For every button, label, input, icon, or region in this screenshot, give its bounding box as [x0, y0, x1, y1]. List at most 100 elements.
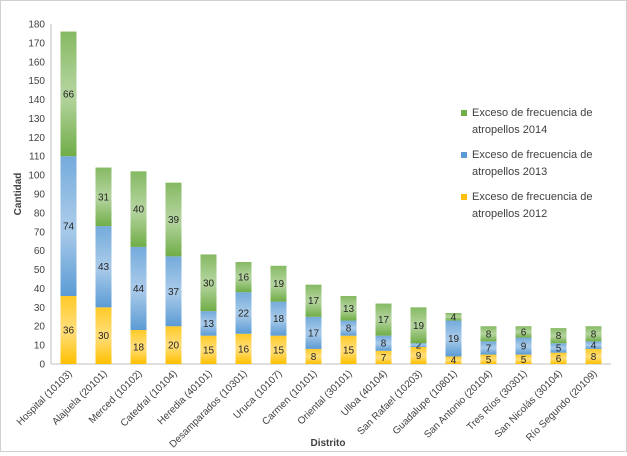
y-tick-label: 40	[34, 284, 46, 295]
data-label: 18	[273, 314, 285, 325]
data-label: 39	[168, 215, 180, 226]
data-label: 43	[98, 262, 110, 273]
data-label: 20	[168, 341, 180, 352]
data-label: 17	[378, 315, 390, 326]
data-label: 19	[273, 279, 285, 290]
bar-segment	[95, 167, 112, 227]
x-tick-label: San Nicolás (30104)	[493, 368, 565, 440]
y-tick-label: 20	[34, 322, 46, 333]
y-tick-label: 30	[34, 303, 46, 314]
data-label: 9	[416, 351, 422, 362]
data-label: 8	[311, 352, 317, 363]
data-label: 16	[238, 273, 250, 284]
y-axis-title: Cantidad	[13, 173, 24, 216]
bar-segment	[340, 296, 357, 321]
data-label: 17	[308, 328, 320, 339]
y-tick-label: 150	[28, 76, 45, 87]
x-tick-label: Guadalupe (10801)	[391, 368, 460, 437]
bar-segment	[445, 313, 462, 321]
data-label: 15	[343, 345, 355, 356]
data-label: 40	[133, 205, 145, 216]
bar-segment	[270, 265, 287, 302]
bar-segment	[165, 182, 182, 257]
y-tick-label: 110	[29, 152, 45, 163]
x-tick-label: Tres Ríos (30301)	[465, 368, 530, 433]
data-label: 15	[273, 345, 285, 356]
data-label: 19	[448, 334, 460, 345]
data-label: 2	[416, 341, 422, 352]
data-label: 7	[381, 353, 387, 364]
bar-segment	[480, 354, 497, 364]
data-label: 13	[343, 304, 355, 315]
bar-segment	[305, 284, 322, 317]
data-label: 31	[98, 192, 110, 203]
bar-segment	[410, 343, 427, 347]
data-label: 6	[556, 354, 562, 365]
data-label: 5	[486, 355, 492, 366]
bar-segment	[585, 348, 602, 364]
bar-segment	[375, 350, 392, 364]
bar-segment	[585, 341, 602, 349]
y-tick-label: 100	[28, 171, 45, 182]
data-label: 19	[413, 321, 425, 332]
bar-segment	[130, 171, 147, 247]
bar-segment	[515, 354, 532, 364]
bar-segment	[270, 335, 287, 364]
bar-segment	[235, 292, 252, 334]
data-label: 8	[556, 331, 562, 342]
y-tick-label: 180	[28, 20, 45, 31]
bar-segment	[130, 246, 147, 330]
data-label: 44	[133, 284, 145, 295]
x-axis-title: Distrito	[311, 438, 346, 449]
bar-segment	[550, 328, 567, 344]
legend-entry: Exceso de frecuencia de atropellos 2013	[472, 149, 592, 178]
bar-segment	[550, 352, 567, 364]
data-label: 8	[591, 352, 597, 363]
data-label: 18	[133, 343, 145, 354]
data-label: 4	[591, 341, 597, 352]
bar-segment	[375, 303, 392, 336]
y-tick-label: 160	[28, 57, 45, 68]
data-label: 4	[451, 356, 457, 367]
data-label: 15	[203, 345, 215, 356]
y-tick-label: 50	[34, 265, 46, 276]
bar-segment	[480, 341, 497, 355]
data-label: 5	[521, 355, 527, 366]
y-tick-label: 10	[34, 341, 46, 352]
bar-segment	[305, 316, 322, 349]
bar-segment	[340, 320, 357, 336]
bar-segment	[60, 156, 77, 296]
y-tick-label: 90	[34, 190, 46, 201]
y-tick-label: 130	[28, 114, 45, 125]
y-tick-label: 80	[34, 208, 46, 219]
bar-segment	[305, 348, 322, 364]
legend-entry: Exceso de frecuencia de atropellos 2012	[472, 191, 592, 220]
bar-segment	[585, 326, 602, 342]
bar-segment	[130, 330, 147, 364]
bar-segment	[165, 256, 182, 327]
legend: Exceso de frecuencia de atropellos 2014 Ex…	[461, 107, 592, 220]
y-tick-label: 120	[28, 133, 45, 144]
data-label: 7	[486, 343, 492, 354]
bar-segment	[340, 335, 357, 364]
bar-segment	[60, 31, 77, 157]
x-tick-label: Río Segundo (20109)	[524, 368, 599, 443]
bar-segment	[270, 301, 287, 336]
data-label: 66	[63, 89, 75, 100]
data-label: 74	[63, 222, 75, 233]
bars: 3674663043311844402037391513301622161518…	[60, 31, 602, 367]
bar-segment	[95, 307, 112, 364]
data-label: 4	[451, 312, 457, 323]
x-tick-label: San Rafael (10203)	[356, 368, 425, 437]
bar-segment	[165, 326, 182, 364]
x-tick-label: San Antonio (20104)	[422, 368, 494, 440]
bar-segment	[95, 226, 112, 308]
data-label: 30	[98, 331, 110, 342]
y-tick-label: 60	[34, 246, 46, 257]
bar-segment	[200, 254, 217, 312]
data-label: 30	[203, 278, 215, 289]
bar-segment	[235, 262, 252, 293]
data-label: 37	[168, 287, 180, 298]
